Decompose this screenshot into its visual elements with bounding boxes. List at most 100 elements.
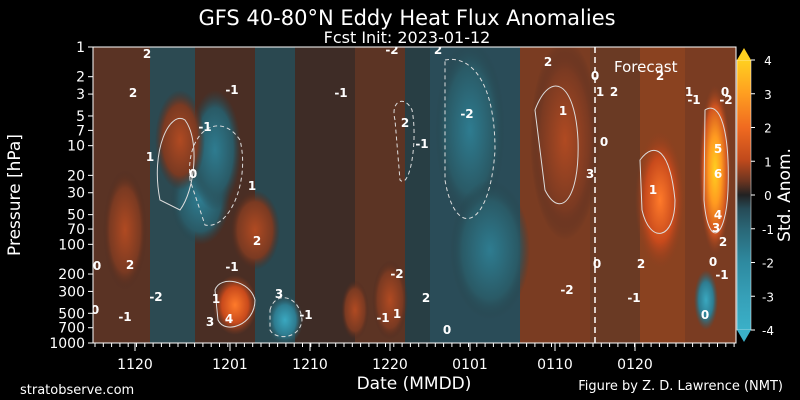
contour-label: 0 xyxy=(709,255,717,269)
contour-5 xyxy=(534,85,579,205)
blob-warm-b xyxy=(155,90,205,190)
contour-label: 2 xyxy=(637,257,645,271)
x-tick-label: 1201 xyxy=(212,357,248,373)
contour-label: 1 xyxy=(248,179,256,193)
x-axis-label: Date (MMDD) xyxy=(357,374,472,394)
contour-label: 0 xyxy=(701,308,709,322)
contour-label: 2 xyxy=(126,258,134,272)
colorbar-bottom-arrow xyxy=(737,330,751,342)
contour-label: 2 xyxy=(129,86,137,100)
colorbar-tick-label: -1 xyxy=(762,223,774,237)
contour-label: -1 xyxy=(225,83,238,97)
contour-2 xyxy=(214,280,256,328)
contour-label: -1 xyxy=(687,93,700,107)
contour-label: 3 xyxy=(586,167,594,181)
blob-cool-f xyxy=(694,270,718,330)
contour-label: -2 xyxy=(560,283,573,297)
contour-label: -1 xyxy=(198,120,211,134)
contour-label: -1 xyxy=(715,268,728,282)
chart-subtitle: Fcst Init: 2023-01-12 xyxy=(324,28,491,47)
colorbar-tick-label: -4 xyxy=(762,324,774,338)
x-tick-label: 0120 xyxy=(617,357,653,373)
contour-label: 2 xyxy=(253,234,261,248)
x-tick-label: 0101 xyxy=(452,357,488,373)
contour-label: -1 xyxy=(118,310,131,324)
colorbar-tick-label: 3 xyxy=(764,88,772,102)
colorbar-gradient xyxy=(736,59,752,331)
blob-warm-e xyxy=(372,260,408,340)
contour-label: 2 xyxy=(719,235,727,249)
contour-label: 0 xyxy=(591,69,599,83)
blob-warm-d xyxy=(341,280,369,340)
contour-label: 0 xyxy=(189,167,197,181)
contour-dashed-2 xyxy=(444,58,496,220)
blob-warm-f xyxy=(530,47,600,240)
x-tick-label: 1210 xyxy=(292,357,328,373)
colorbar-tick-label: 1 xyxy=(764,155,772,169)
contour-label: 0 xyxy=(91,303,99,317)
y-tick-label: 2 xyxy=(76,70,85,86)
footer-credit: Figure by Z. D. Lawrence (NMT) xyxy=(578,379,783,394)
y-tick-label: 200 xyxy=(58,267,85,283)
colorbar-top-arrow xyxy=(737,48,751,60)
contour-label: 2 xyxy=(434,43,442,57)
contour-3 xyxy=(639,149,676,234)
contour-label: -2 xyxy=(385,43,398,57)
contour-label: -2 xyxy=(390,267,403,281)
contour-label: -1 xyxy=(334,86,347,100)
blob-hot-0116 xyxy=(635,130,685,270)
y-tick-label: 700 xyxy=(58,321,85,337)
contour-label: 0 xyxy=(93,259,101,273)
contour-label: 2 xyxy=(656,69,664,83)
contour-label: 0 xyxy=(600,135,608,149)
contour-label: -1 xyxy=(299,308,312,322)
contour-label: 0 xyxy=(721,85,729,99)
contour-label: 3 xyxy=(206,315,214,329)
blob-warm-a xyxy=(103,170,147,290)
contour-label: -2 xyxy=(149,290,162,304)
forecast-label: Forecast xyxy=(614,58,678,76)
blob-hot-0125 xyxy=(699,85,731,255)
contour-label: 3 xyxy=(275,287,283,301)
y-tick-label: 30 xyxy=(67,186,85,202)
contour-label: -1 xyxy=(376,311,389,325)
blob-cool-e xyxy=(450,180,530,320)
y-tick-label: 10 xyxy=(67,139,85,155)
contour-lines-dashed xyxy=(189,58,496,338)
y-tick-label: 70 xyxy=(67,222,85,238)
contour-label: 4 xyxy=(225,312,233,326)
y-tick-label: 7 xyxy=(76,123,85,139)
y-tick-label: 50 xyxy=(67,208,85,224)
contour-label: 6 xyxy=(714,167,722,181)
x-axis: 1120 1201 1210 1220 0101 0110 0120 xyxy=(94,343,735,373)
y-axis-label: Pressure [hPa] xyxy=(5,134,25,256)
blob-cool-c xyxy=(267,295,303,343)
contour-4 xyxy=(703,107,729,234)
colorbar-tick-label: -2 xyxy=(762,257,774,271)
contour-label: 1 xyxy=(596,85,604,99)
contour-dashed-4 xyxy=(393,100,415,182)
contour-label: 1 xyxy=(393,307,401,321)
colorbar-tick-label: 4 xyxy=(764,54,772,68)
contour-label: 1 xyxy=(685,85,693,99)
chart-title: GFS 40-80°N Eddy Heat Flux Anomalies xyxy=(198,6,615,30)
contour-label: 2 xyxy=(401,116,409,130)
y-tick-label: 1 xyxy=(76,40,85,56)
y-tick-label: 1000 xyxy=(49,336,85,352)
colorbar-tick-label: -3 xyxy=(762,290,774,304)
y-tick-label: 100 xyxy=(58,237,85,253)
footer-site: stratobserve.com xyxy=(20,383,134,398)
x-tick-label: 1220 xyxy=(372,357,408,373)
contour-label: -1 xyxy=(415,137,428,151)
y-tick-label: 20 xyxy=(67,168,85,184)
contour-label: 0 xyxy=(593,257,601,271)
contour-label: -1 xyxy=(627,291,640,305)
contour-label: -1 xyxy=(225,260,238,274)
y-tick-label: 5 xyxy=(76,109,85,125)
contour-1 xyxy=(156,117,195,211)
plot-frame xyxy=(92,46,737,344)
contour-label: 1 xyxy=(559,104,567,118)
